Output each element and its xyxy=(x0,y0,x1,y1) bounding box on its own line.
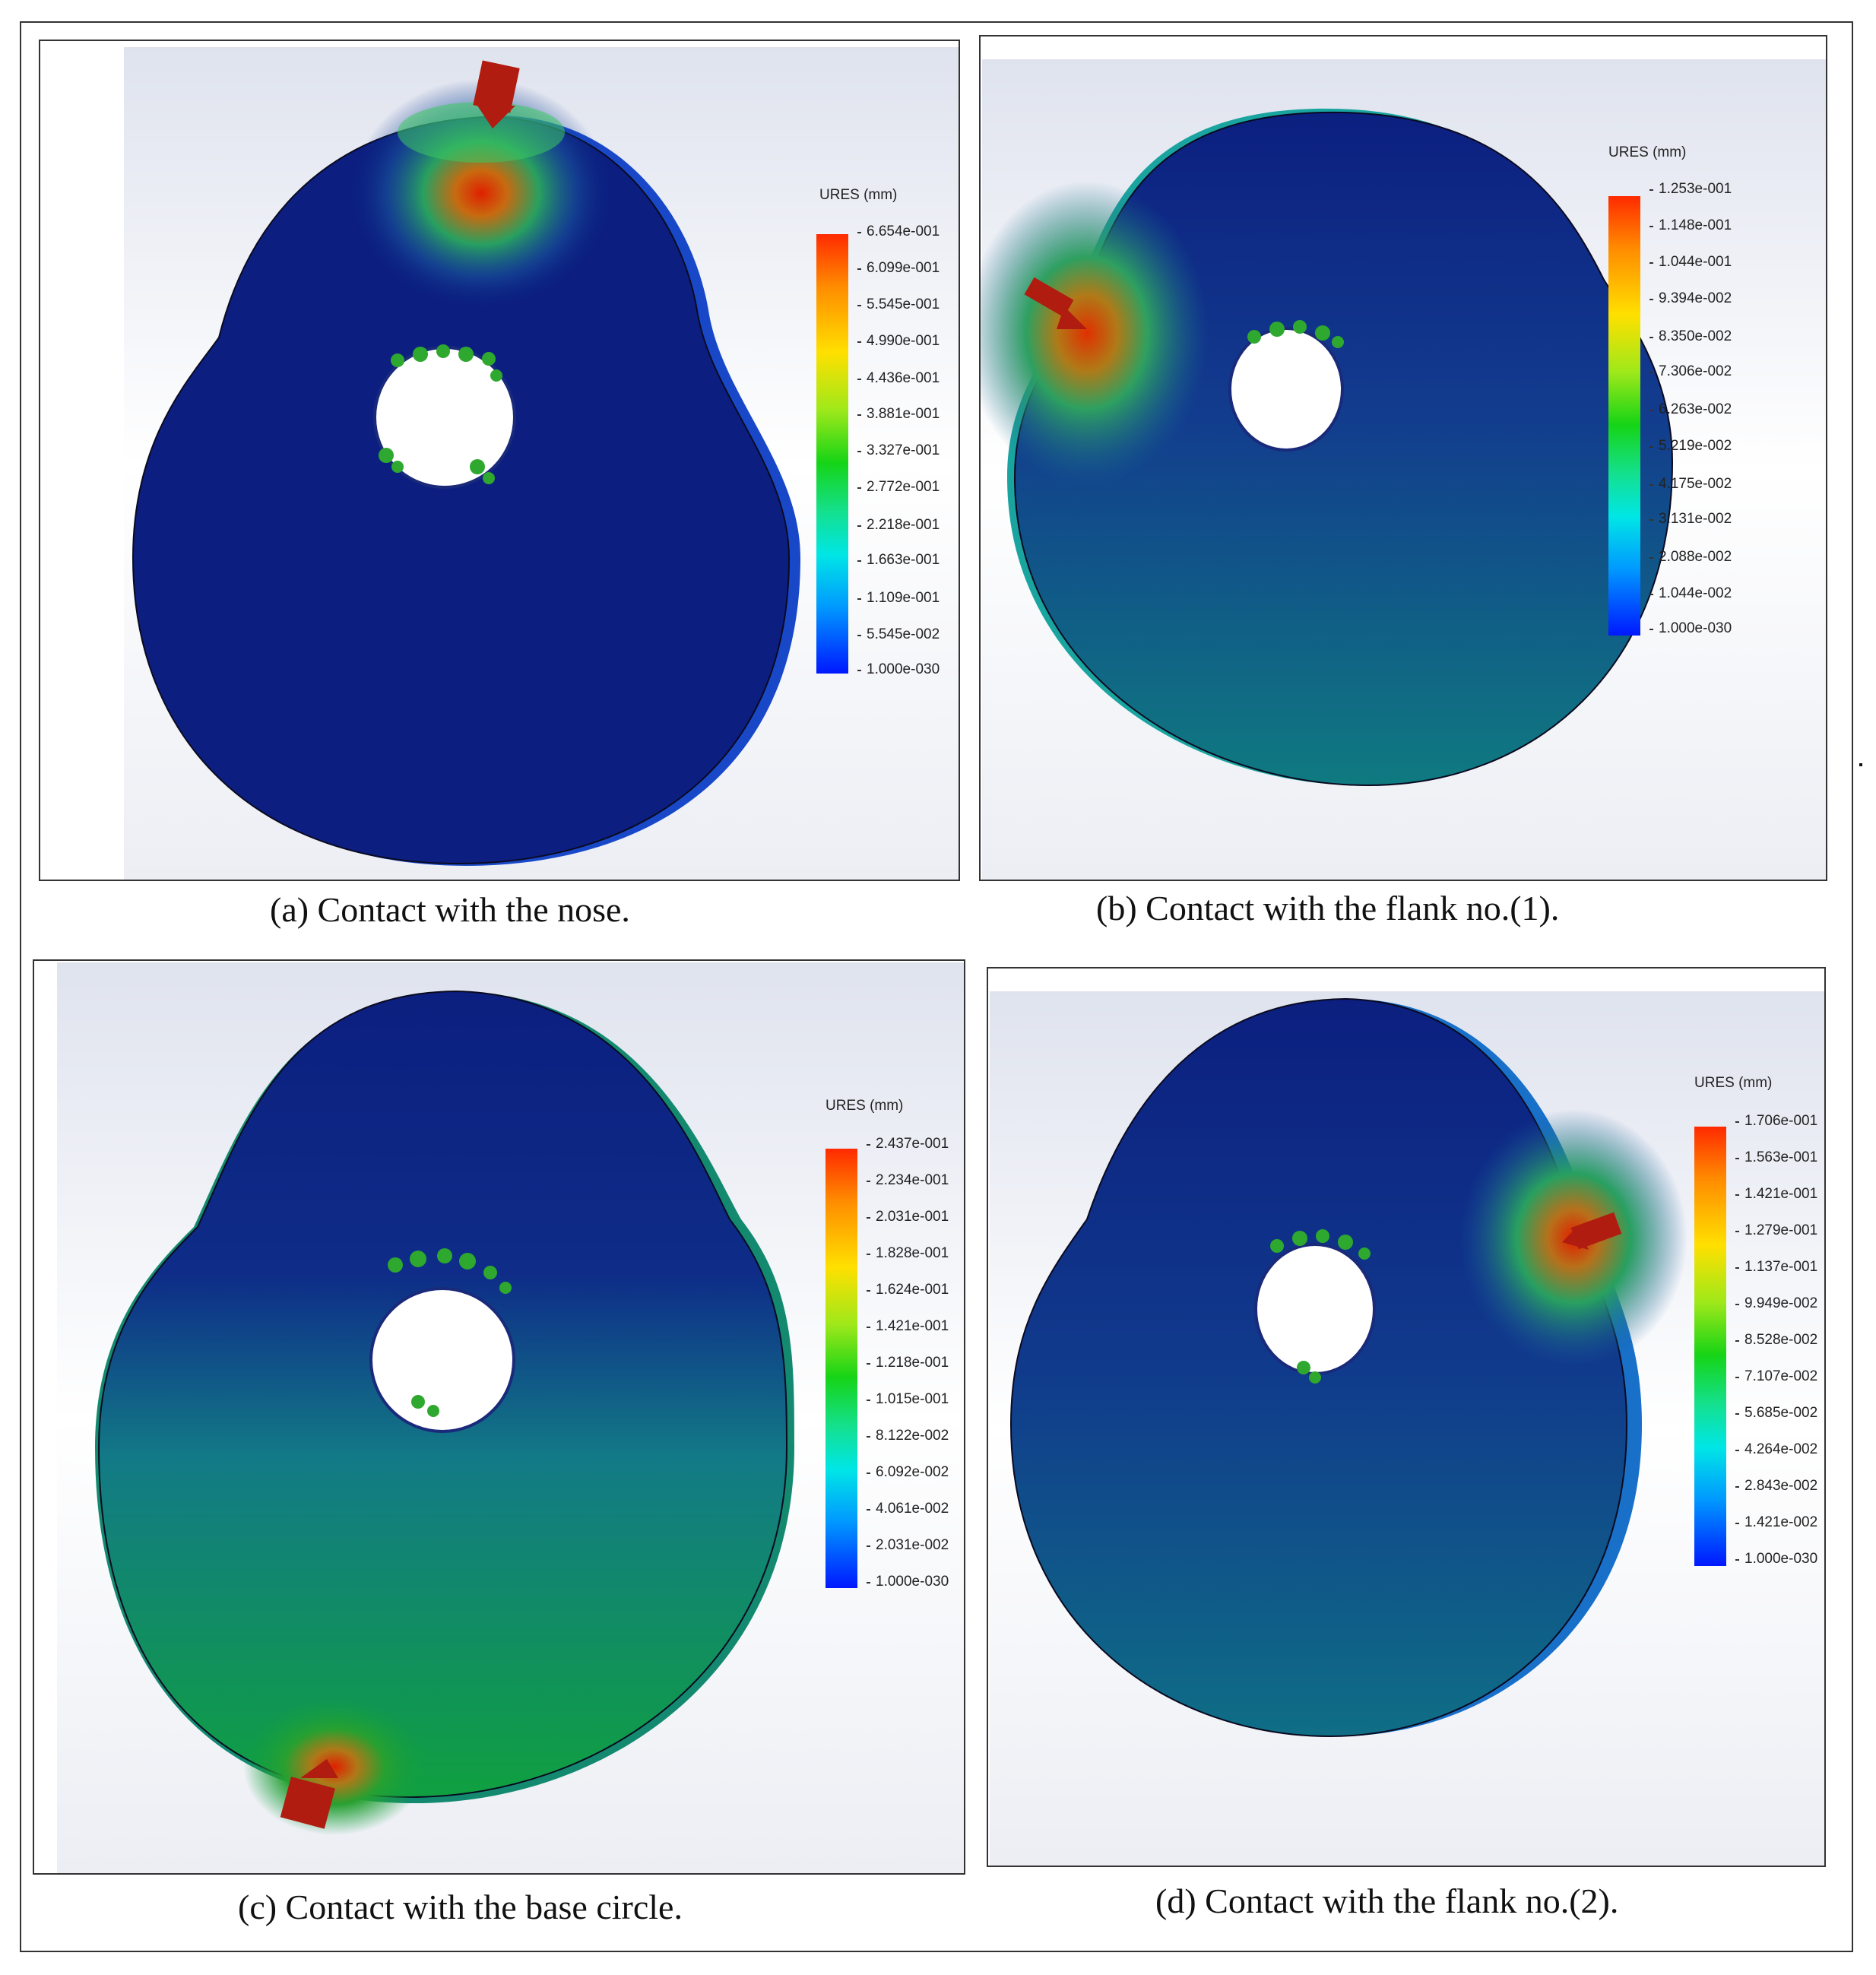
legend-tick: 5.545e-001 xyxy=(857,296,940,312)
legend-tick: 1.044e-002 xyxy=(1649,585,1732,601)
cam-render-c xyxy=(57,962,964,1873)
legend-tick: 4.175e-002 xyxy=(1649,476,1732,492)
legend-tick: 2.772e-001 xyxy=(857,479,940,495)
caption-c: (c) Contact with the base circle. xyxy=(238,1888,683,1926)
legend-tick: 1.828e-001 xyxy=(866,1245,949,1261)
legend-tick: 1.706e-001 xyxy=(1735,1113,1818,1129)
legend-tick: 1.218e-001 xyxy=(866,1355,949,1371)
panel-c: URES (mm) 2.437e-001 2.234e-001 2.031e-0… xyxy=(33,959,965,1875)
color-scale-bar xyxy=(826,1149,857,1588)
legend-tick: 1.000e-030 xyxy=(1649,620,1732,636)
cam-face-a xyxy=(132,116,791,865)
legend-tick: 3.327e-001 xyxy=(857,442,940,458)
legend-title: URES (mm) xyxy=(819,187,898,203)
legend-tick: 3.131e-002 xyxy=(1649,511,1732,527)
legend-tick: 2.031e-002 xyxy=(866,1537,949,1553)
legend-tick: 6.654e-001 xyxy=(857,223,940,239)
legend-tick: 8.122e-002 xyxy=(866,1428,949,1444)
legend-tick: 1.563e-001 xyxy=(1735,1149,1818,1165)
fixture-symbols-b xyxy=(1247,320,1344,348)
legend-tick: 5.545e-002 xyxy=(857,626,940,642)
legend-tick: 7.306e-002 xyxy=(1649,363,1732,379)
force-arrow-a xyxy=(473,60,520,128)
legend-tick: 1.421e-002 xyxy=(1735,1514,1818,1530)
legend-tick: 7.107e-002 xyxy=(1735,1368,1818,1384)
legend-tick: 1.253e-001 xyxy=(1649,181,1732,197)
legend-tick: 8.528e-002 xyxy=(1735,1332,1818,1348)
shaft-bore-c xyxy=(369,1287,515,1433)
cam-render-d xyxy=(990,991,1824,1866)
force-arrow-b xyxy=(1024,277,1087,329)
legend-title: URES (mm) xyxy=(826,1098,904,1114)
legend-tick: 1.137e-001 xyxy=(1735,1259,1818,1275)
color-scale-bar xyxy=(1608,196,1640,636)
legend-tick: 1.663e-001 xyxy=(857,552,940,568)
legend-tick: 1.624e-001 xyxy=(866,1282,949,1298)
legend-title: URES (mm) xyxy=(1694,1075,1773,1091)
legend-tick: 6.263e-002 xyxy=(1649,401,1732,417)
legend-tick: 2.843e-002 xyxy=(1735,1478,1818,1494)
legend-tick: 1.044e-001 xyxy=(1649,254,1732,270)
caption-b: (b) Contact with the flank no.(1). xyxy=(1096,889,1560,927)
stray-dot xyxy=(1859,763,1862,766)
panel-d: URES (mm) 1.706e-001 1.563e-001 1.421e-0… xyxy=(987,967,1826,1867)
legend-tick: 9.949e-002 xyxy=(1735,1295,1818,1311)
panel-b: URES (mm) 1.253e-001 1.148e-001 1.044e-0… xyxy=(979,35,1827,881)
legend-tick: 4.990e-001 xyxy=(857,333,940,349)
legend-tick: 2.234e-001 xyxy=(866,1172,949,1188)
legend-tick: 4.436e-001 xyxy=(857,370,940,386)
color-scale-bar xyxy=(816,234,848,674)
legend-tick: 4.061e-002 xyxy=(866,1501,949,1517)
caption-d: (d) Contact with the flank no.(2). xyxy=(1155,1881,1619,1920)
legend-tick: 6.092e-002 xyxy=(866,1464,949,1480)
legend-tick: 5.219e-002 xyxy=(1649,438,1732,454)
shaft-bore-b xyxy=(1228,327,1344,452)
legend-tick: 2.031e-001 xyxy=(866,1209,949,1225)
legend-tick: 1.148e-001 xyxy=(1649,217,1732,233)
legend-tick: 3.881e-001 xyxy=(857,406,940,422)
figure-frame xyxy=(20,21,1853,1952)
legend-tick: 5.685e-002 xyxy=(1735,1405,1818,1421)
legend-tick: 8.350e-002 xyxy=(1649,328,1732,344)
force-arrow-d xyxy=(1562,1212,1622,1250)
legend-tick: 4.264e-002 xyxy=(1735,1441,1818,1457)
cam-render-a xyxy=(124,47,959,880)
legend-tick: 2.437e-001 xyxy=(866,1136,949,1152)
cam-render-b xyxy=(981,59,1826,880)
legend-tick: 1.000e-030 xyxy=(866,1574,949,1590)
legend-tick: 1.000e-030 xyxy=(857,661,940,677)
legend-tick: 2.088e-002 xyxy=(1649,549,1732,565)
legend-tick: 1.421e-001 xyxy=(866,1318,949,1334)
legend-tick: 1.000e-030 xyxy=(1735,1551,1818,1567)
fixture-symbols-d xyxy=(1270,1229,1371,1384)
fixture-symbols-a xyxy=(379,344,502,484)
color-scale-bar xyxy=(1694,1127,1726,1566)
legend-tick: 2.218e-001 xyxy=(857,517,940,533)
legend-tick: 9.394e-002 xyxy=(1649,290,1732,306)
force-arrow-c xyxy=(280,1759,338,1829)
legend-tick: 6.099e-001 xyxy=(857,260,940,276)
legend-tick: 1.279e-001 xyxy=(1735,1222,1818,1238)
legend-title: URES (mm) xyxy=(1608,144,1687,160)
legend-tick: 1.015e-001 xyxy=(866,1391,949,1407)
panel-a: URES (mm) 6.654e-001 6.099e-001 5.545e-0… xyxy=(39,40,960,881)
caption-a: (a) Contact with the nose. xyxy=(270,890,630,929)
legend-tick: 1.109e-001 xyxy=(857,590,940,606)
legend-tick: 1.421e-001 xyxy=(1735,1186,1818,1202)
fixture-symbols-c xyxy=(388,1248,512,1417)
shaft-bore-d xyxy=(1254,1243,1376,1375)
